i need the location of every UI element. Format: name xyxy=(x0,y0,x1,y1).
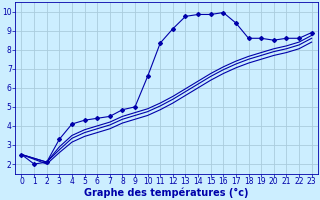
X-axis label: Graphe des températures (°c): Graphe des températures (°c) xyxy=(84,187,249,198)
